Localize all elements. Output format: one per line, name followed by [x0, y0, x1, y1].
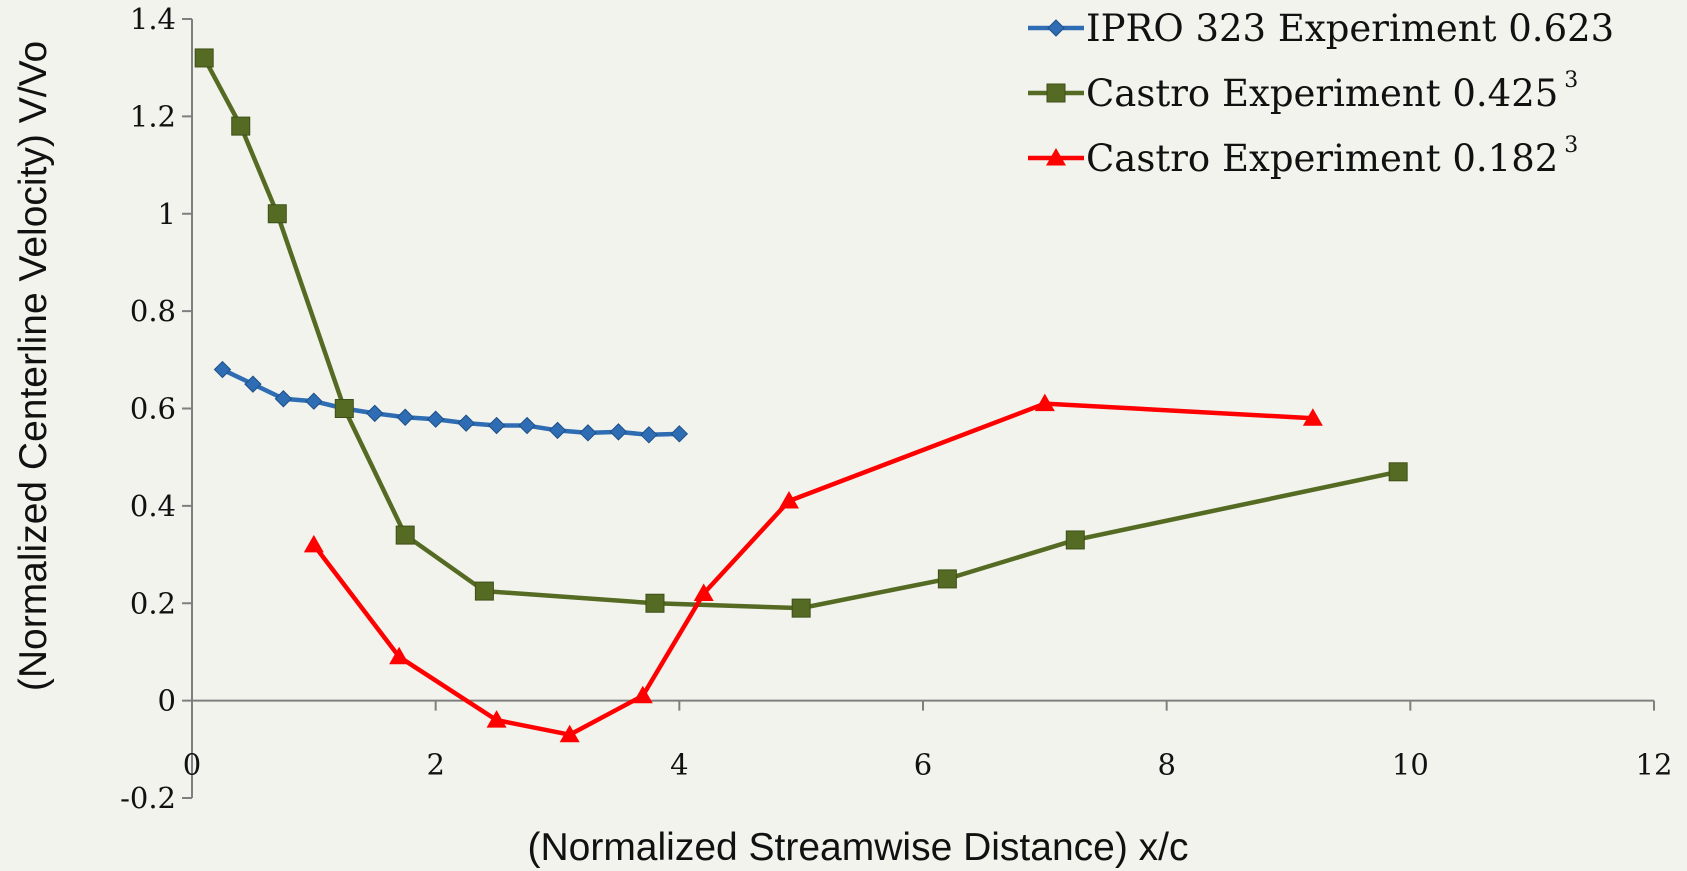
x-tick-label: 4: [670, 748, 688, 782]
data-point: [244, 375, 262, 393]
data-point: [396, 408, 414, 426]
y-tick-label: 1: [158, 197, 176, 231]
data-point: [231, 116, 251, 136]
series-castro-experiment-0-182: [303, 393, 1323, 743]
legend-superscript: 3: [1564, 68, 1578, 93]
data-point: [267, 204, 287, 224]
data-point: [389, 646, 410, 665]
data-point: [518, 416, 536, 435]
y-tick-label: 1.2: [130, 99, 176, 133]
data-point: [334, 399, 354, 418]
series-line: [311, 401, 1316, 737]
data-point: [426, 410, 445, 428]
x-ticks: 0 2 4 6 8 10 12: [183, 700, 1673, 782]
data-point: [305, 392, 323, 410]
data-point: [645, 593, 665, 613]
data-point: [693, 583, 714, 602]
data-point: [303, 534, 324, 553]
data-point: [474, 581, 494, 601]
x-tick-label: 12: [1636, 748, 1673, 782]
data-point: [1302, 408, 1323, 426]
x-tick-label: 0: [183, 748, 201, 782]
legend-marker: [1046, 148, 1066, 166]
data-point: [487, 416, 506, 435]
data-point: [559, 724, 580, 743]
data-point: [609, 423, 628, 441]
x-tick-label: 2: [426, 748, 444, 782]
y-tick-label: 0.6: [130, 392, 176, 426]
data-point: [194, 48, 214, 68]
data-point: [274, 390, 293, 408]
y-tick-label: 1.4: [130, 2, 176, 36]
data-point: [791, 598, 811, 618]
data-point: [579, 424, 597, 442]
data-point: [640, 426, 658, 444]
x-tick-label: 10: [1392, 748, 1429, 782]
legend-marker: [1046, 83, 1066, 103]
data-point: [366, 404, 384, 423]
data-point: [457, 414, 475, 432]
legend-item: Castro Experiment 0.182 3: [1028, 133, 1578, 180]
data-point: [486, 710, 507, 728]
x-axis-title: (Normalized Streamwise Distance) x/c: [527, 826, 1188, 869]
data-point: [213, 360, 232, 379]
y-tick-label: -0.2: [120, 781, 176, 815]
y-axis-title: (Normalized Centerline Velocity) V/Vo: [12, 41, 55, 691]
y-tick-label: 0.2: [130, 586, 176, 620]
axes: -0.200.20.40.60.811.21.4 0 2 4 6 8 10 12: [120, 2, 1672, 815]
series-ipro-323-experiment-0-623: [213, 360, 689, 444]
series-castro-experiment-0-425: [194, 48, 1408, 618]
data-point: [395, 525, 415, 545]
data-point: [1388, 462, 1408, 482]
legend-label: Castro Experiment 0.182: [1086, 137, 1558, 180]
data-point: [548, 421, 567, 440]
legend-item: Castro Experiment 0.425 3: [1028, 68, 1578, 115]
legend: IPRO 323 Experiment 0.623 Castro Experime…: [1028, 7, 1614, 180]
data-point: [632, 685, 653, 704]
legend-superscript: 3: [1564, 133, 1578, 158]
data-point: [1034, 393, 1055, 412]
series-line: [220, 367, 682, 438]
legend-marker: [1047, 19, 1065, 37]
legend-item: IPRO 323 Experiment 0.623: [1028, 7, 1614, 50]
y-tick-label: 0.8: [130, 294, 176, 328]
data-point: [937, 569, 957, 589]
data-point: [1065, 530, 1085, 550]
x-tick-label: 8: [1157, 748, 1175, 782]
series-layer: [194, 48, 1408, 743]
data-point: [670, 425, 689, 443]
y-ticks: -0.2 0 0.2 0.4 0.6 0.8 1 1.2 1.4: [120, 2, 192, 815]
y-tick-label: 0: [158, 684, 176, 718]
x-tick-label: 6: [914, 748, 932, 782]
legend-label: Castro Experiment 0.425: [1086, 72, 1558, 115]
y-tick-label: 0.4: [130, 489, 176, 523]
legend-label: IPRO 323 Experiment 0.623: [1086, 7, 1614, 50]
data-point: [778, 491, 799, 509]
